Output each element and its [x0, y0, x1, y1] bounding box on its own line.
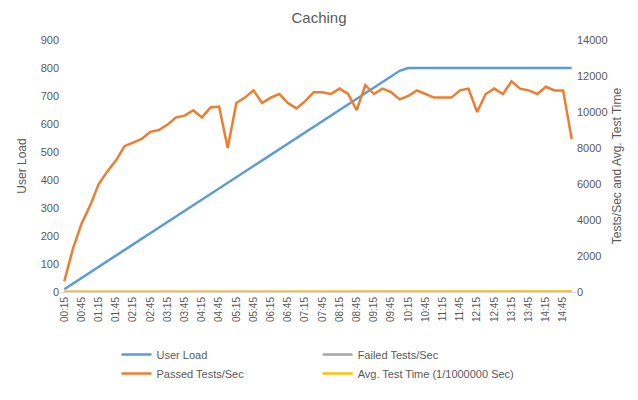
svg-text:Caching: Caching	[291, 9, 346, 26]
svg-text:8000: 8000	[577, 142, 601, 154]
svg-text:05:15: 05:15	[231, 297, 242, 322]
svg-text:11:45: 11:45	[454, 297, 465, 322]
svg-text:00:45: 00:45	[76, 297, 87, 322]
svg-text:300: 300	[41, 202, 59, 214]
svg-text:500: 500	[41, 146, 59, 158]
svg-text:4000: 4000	[577, 214, 601, 226]
svg-text:04:45: 04:45	[213, 297, 224, 322]
svg-text:User Load: User Load	[15, 138, 29, 193]
svg-text:10:15: 10:15	[403, 297, 414, 322]
svg-text:12:45: 12:45	[489, 297, 500, 322]
svg-text:Avg. Test Time (1/1000000 Sec): Avg. Test Time (1/1000000 Sec)	[358, 368, 514, 380]
svg-text:6000: 6000	[577, 178, 601, 190]
svg-text:0: 0	[53, 286, 59, 298]
svg-text:200: 200	[41, 230, 59, 242]
svg-text:12:15: 12:15	[471, 297, 482, 322]
svg-text:100: 100	[41, 258, 59, 270]
svg-text:User Load: User Load	[157, 349, 208, 361]
svg-text:11:15: 11:15	[437, 297, 448, 322]
svg-text:Passed Tests/Sec: Passed Tests/Sec	[157, 368, 245, 380]
svg-text:05:45: 05:45	[248, 297, 259, 322]
svg-text:2000: 2000	[577, 250, 601, 262]
svg-text:06:45: 06:45	[282, 297, 293, 322]
svg-text:600: 600	[41, 118, 59, 130]
svg-text:08:15: 08:15	[334, 297, 345, 322]
svg-text:01:15: 01:15	[93, 297, 104, 322]
svg-text:800: 800	[41, 62, 59, 74]
svg-text:03:15: 03:15	[162, 297, 173, 322]
svg-text:06:15: 06:15	[265, 297, 276, 322]
svg-text:07:45: 07:45	[317, 297, 328, 322]
svg-text:02:15: 02:15	[127, 297, 138, 322]
svg-text:900: 900	[41, 34, 59, 46]
svg-text:14:15: 14:15	[540, 297, 551, 322]
svg-text:Failed Tests/Sec: Failed Tests/Sec	[358, 349, 439, 361]
svg-text:01:45: 01:45	[110, 297, 121, 322]
svg-text:400: 400	[41, 174, 59, 186]
svg-text:10:45: 10:45	[420, 297, 431, 322]
svg-text:03:45: 03:45	[179, 297, 190, 322]
svg-text:10000: 10000	[577, 106, 608, 118]
svg-text:02:45: 02:45	[145, 297, 156, 322]
svg-text:700: 700	[41, 90, 59, 102]
svg-text:Tests/Sec and Avg. Test Time: Tests/Sec and Avg. Test Time	[610, 88, 624, 245]
svg-text:07:15: 07:15	[299, 297, 310, 322]
svg-text:13:45: 13:45	[523, 297, 534, 322]
svg-text:09:15: 09:15	[368, 297, 379, 322]
svg-text:08:45: 08:45	[351, 297, 362, 322]
svg-text:12000: 12000	[577, 70, 608, 82]
svg-text:0: 0	[577, 286, 583, 298]
svg-text:14000: 14000	[577, 34, 608, 46]
svg-text:13:15: 13:15	[506, 297, 517, 322]
svg-text:00:15: 00:15	[59, 297, 70, 322]
svg-text:09:45: 09:45	[385, 297, 396, 322]
svg-text:04:15: 04:15	[196, 297, 207, 322]
svg-text:14:45: 14:45	[557, 297, 568, 322]
